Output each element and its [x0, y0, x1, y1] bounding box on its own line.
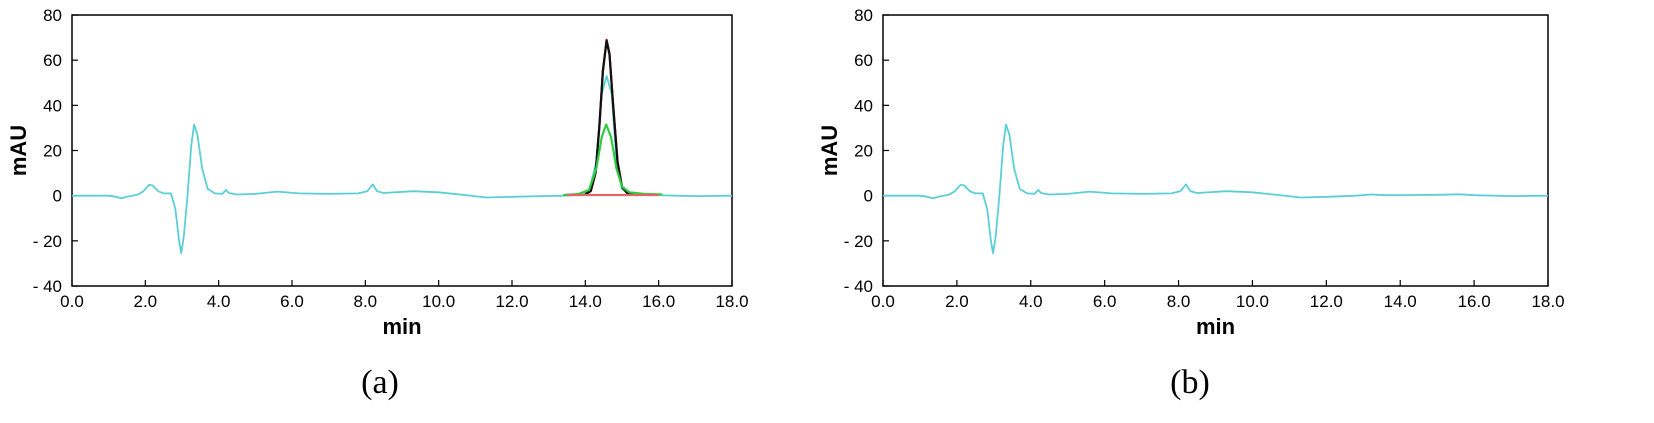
- x-tick-label: 6.0: [280, 292, 304, 311]
- series-line-1: [883, 123, 1549, 255]
- x-tick-label: 12.0: [495, 292, 528, 311]
- series-line-1: [72, 75, 733, 255]
- series-line-3: [584, 39, 634, 196]
- x-tick-label: 16.0: [642, 292, 675, 311]
- y-tick-label: 20: [43, 142, 62, 161]
- y-tick-label: - 20: [844, 232, 873, 251]
- x-tick-label: 8.0: [354, 292, 378, 311]
- chart-panel-a: 80 60 40 20 0 - 20 - 400.0 2.0 4.0 6.0 8.0 10.0 12.0…: [6, 6, 749, 401]
- panel-caption: (a): [361, 364, 399, 401]
- x-tick-label: 8.0: [1167, 292, 1191, 311]
- x-axis-title: min: [1196, 314, 1235, 339]
- y-tick-label: 0: [53, 187, 62, 206]
- y-tick-label: 0: [864, 187, 873, 206]
- x-tick-label: 10.0: [1236, 292, 1269, 311]
- x-tick-label: 4.0: [207, 292, 231, 311]
- x-axis-title: min: [382, 314, 421, 339]
- y-tick-label: 40: [854, 96, 873, 115]
- series-line-4: [563, 123, 663, 197]
- y-axis-title: mAU: [6, 125, 31, 176]
- x-tick-label: 14.0: [1384, 292, 1417, 311]
- x-tick-label: 16.0: [1458, 292, 1491, 311]
- x-tick-label: 2.0: [134, 292, 158, 311]
- y-tick-label: 40: [43, 96, 62, 115]
- x-tick-label: 18.0: [1531, 292, 1564, 311]
- plot-frame: [882, 14, 1549, 287]
- x-tick-label: 0.0: [871, 292, 895, 311]
- plot-frame: [71, 14, 733, 287]
- x-tick-label: 10.0: [422, 292, 455, 311]
- x-tick-label: 12.0: [1310, 292, 1343, 311]
- panel-caption: (b): [1170, 364, 1210, 401]
- x-tick-label: 0.0: [60, 292, 84, 311]
- x-tick-label: 18.0: [715, 292, 748, 311]
- chart-panel-b: 80 60 40 20 0 - 20 - 400.0 2.0 4.0 6.0 8.0 10.0 12.0…: [817, 6, 1565, 401]
- x-tick-label: 14.0: [569, 292, 602, 311]
- y-tick-label: - 40: [33, 277, 62, 296]
- y-tick-label: 60: [854, 51, 873, 70]
- x-tick-label: 6.0: [1093, 292, 1117, 311]
- y-tick-label: - 20: [33, 232, 62, 251]
- y-tick-label: 20: [854, 142, 873, 161]
- y-axis-title: mAU: [817, 125, 842, 176]
- y-tick-label: 80: [854, 6, 873, 25]
- y-tick-label: 60: [43, 51, 62, 70]
- x-tick-label: 2.0: [945, 292, 969, 311]
- x-tick-label: 4.0: [1019, 292, 1043, 311]
- y-tick-label: - 40: [844, 277, 873, 296]
- y-tick-label: 80: [43, 6, 62, 25]
